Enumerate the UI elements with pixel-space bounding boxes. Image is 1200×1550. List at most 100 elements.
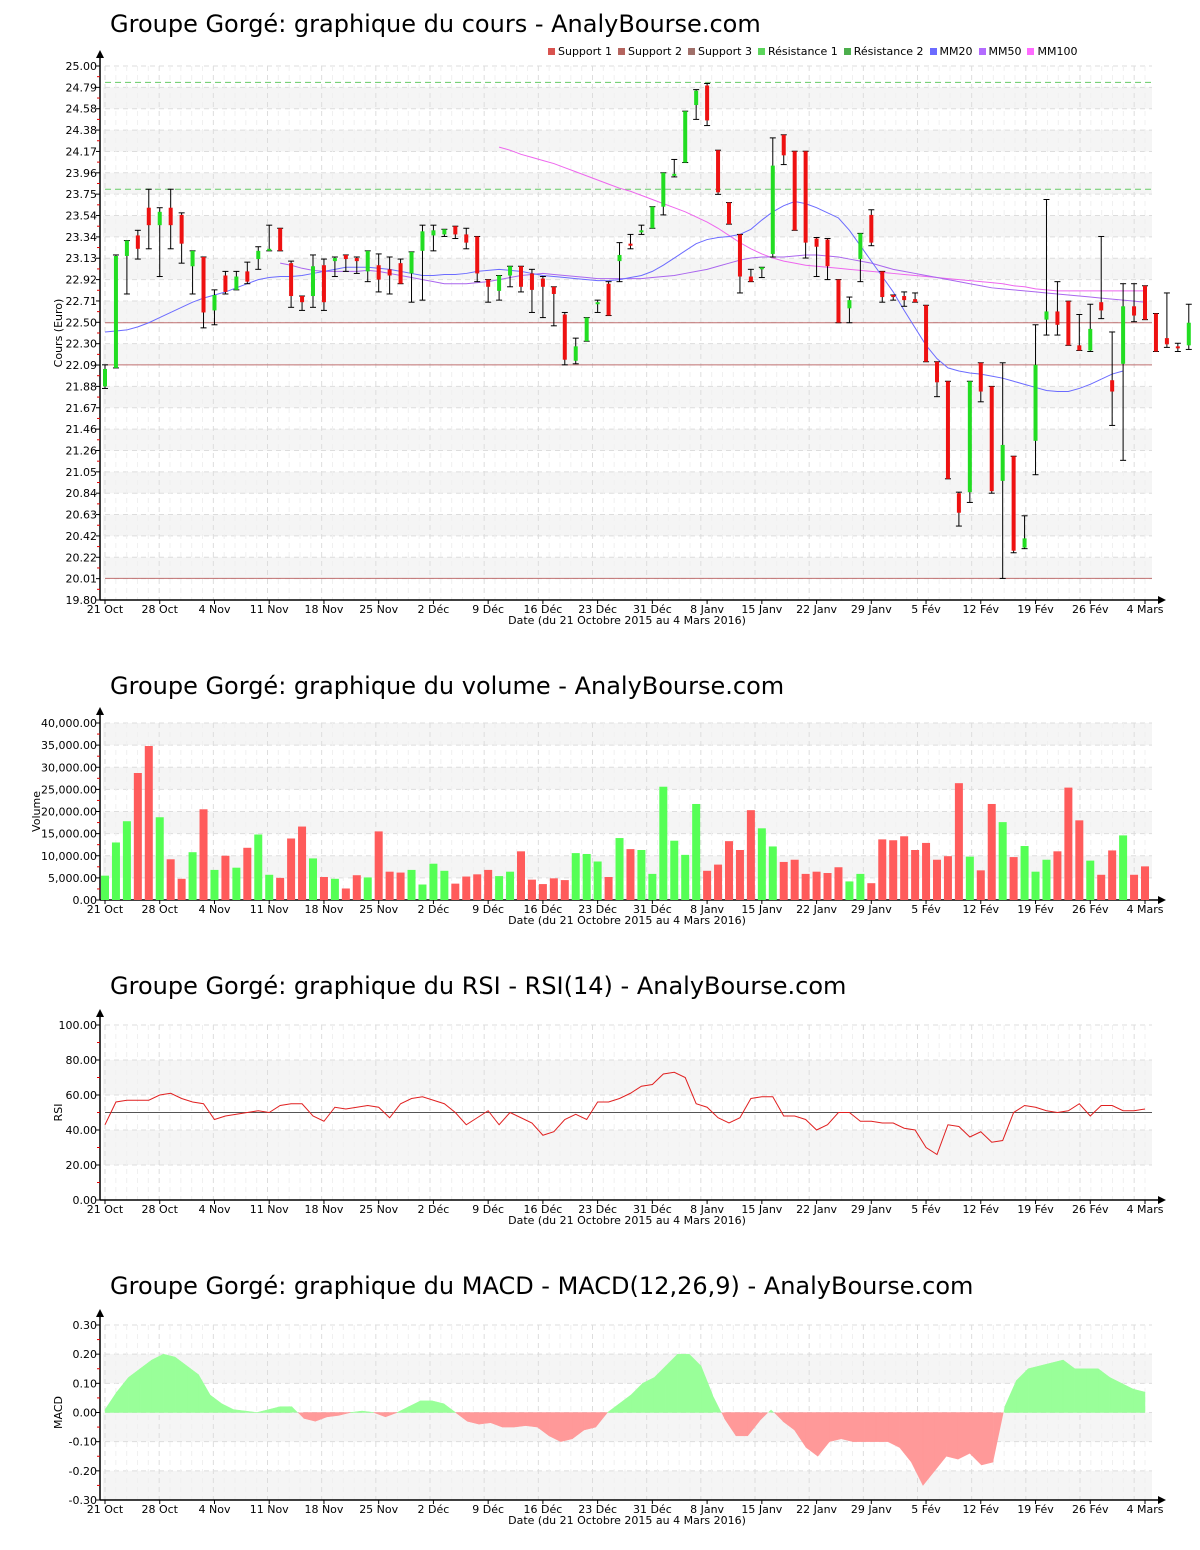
candle <box>562 314 567 360</box>
svg-text:22.50: 22.50 <box>66 316 98 329</box>
svg-text:2 Déc: 2 Déc <box>418 903 450 916</box>
macd-chart-title: Groupe Gorgé: graphique du MACD - MACD(1… <box>110 1272 974 1300</box>
candle <box>409 251 414 274</box>
volume-bar <box>122 821 131 900</box>
svg-text:15 Janv: 15 Janv <box>741 1503 782 1516</box>
candle <box>858 233 863 260</box>
volume-bar <box>440 870 449 900</box>
candle <box>606 283 611 316</box>
svg-text:20.42: 20.42 <box>66 530 98 543</box>
legend-label: Résistance 1 <box>767 45 838 58</box>
svg-text:26 Fév: 26 Fév <box>1072 603 1109 616</box>
svg-text:15 Janv: 15 Janv <box>741 603 782 616</box>
legend-swatch-icon <box>757 48 765 55</box>
candle <box>1033 364 1038 441</box>
volume-bar <box>506 871 515 900</box>
candle <box>113 255 118 368</box>
volume-bar <box>177 878 186 900</box>
svg-text:29 Janv: 29 Janv <box>851 603 892 616</box>
candle <box>869 214 874 243</box>
volume-bar <box>670 840 679 900</box>
volume-bar <box>834 867 843 900</box>
svg-text:31 Déc: 31 Déc <box>633 1203 672 1216</box>
volume-bar <box>1031 871 1040 900</box>
svg-text:23.75: 23.75 <box>66 188 98 201</box>
volume-bar <box>374 831 383 900</box>
volume-bar <box>1075 820 1084 900</box>
volume-bar <box>823 873 832 900</box>
candle <box>398 263 403 284</box>
candle <box>891 295 896 298</box>
svg-text:4 Nov: 4 Nov <box>198 1503 230 1516</box>
volume-bar <box>166 859 175 900</box>
volume-bar <box>265 874 274 900</box>
candle <box>1055 311 1060 325</box>
svg-text:12 Fév: 12 Fév <box>963 903 1000 916</box>
volume-bar <box>484 869 493 900</box>
candle <box>716 150 721 193</box>
volume-bar <box>527 879 536 900</box>
volume-bar <box>429 863 438 900</box>
candle <box>376 265 381 280</box>
candle <box>1000 444 1005 481</box>
svg-text:20.84: 20.84 <box>66 487 98 500</box>
svg-text:4 Mars: 4 Mars <box>1127 903 1164 916</box>
svg-text:Volume: Volume <box>30 791 43 832</box>
candle <box>759 267 764 270</box>
volume-bar <box>582 853 591 900</box>
volume-bar <box>243 847 252 900</box>
legend-swatch-icon <box>843 48 851 55</box>
volume-bar <box>1042 859 1051 900</box>
volume-bar <box>790 859 799 900</box>
legend-label: Support 3 <box>697 45 752 58</box>
svg-text:8 Janv: 8 Janv <box>690 1503 724 1516</box>
svg-text:19 Fév: 19 Fév <box>1017 903 1054 916</box>
volume-bar <box>1086 860 1095 900</box>
svg-text:4 Mars: 4 Mars <box>1127 1503 1164 1516</box>
candle <box>967 381 972 493</box>
svg-text:18 Nov: 18 Nov <box>304 603 343 616</box>
legend-label: Support 1 <box>558 45 612 58</box>
svg-text:15 Janv: 15 Janv <box>741 903 782 916</box>
svg-text:25 Nov: 25 Nov <box>359 1203 398 1216</box>
svg-text:26 Fév: 26 Fév <box>1072 1203 1109 1216</box>
svg-text:15,000.00: 15,000.00 <box>41 828 97 841</box>
candle <box>431 230 436 236</box>
svg-text:29 Janv: 29 Janv <box>851 903 892 916</box>
svg-text:5,000.00: 5,000.00 <box>48 872 97 885</box>
volume-bar <box>648 873 657 900</box>
svg-text:23.34: 23.34 <box>66 231 98 244</box>
legend-label: Support 2 <box>627 45 682 58</box>
svg-text:25 Nov: 25 Nov <box>359 1503 398 1516</box>
svg-text:18 Nov: 18 Nov <box>304 903 343 916</box>
svg-text:60.00: 60.00 <box>66 1089 98 1102</box>
svg-text:21.26: 21.26 <box>66 444 98 457</box>
candle <box>683 111 688 163</box>
svg-text:16 Déc: 16 Déc <box>524 903 563 916</box>
svg-text:21.05: 21.05 <box>66 466 98 479</box>
candle <box>913 299 918 303</box>
svg-text:Date (du 21 Octobre 2015 au 4: Date (du 21 Octobre 2015 au 4 Mars 2016) <box>508 914 746 927</box>
candle <box>935 361 939 383</box>
candle <box>672 173 677 176</box>
candle <box>1153 313 1158 352</box>
candle <box>956 493 961 513</box>
legend-item: Support 1 <box>548 45 612 58</box>
candle <box>168 207 173 226</box>
candle <box>639 230 644 233</box>
svg-text:16 Déc: 16 Déc <box>524 1203 563 1216</box>
legend-swatch-icon <box>548 48 555 55</box>
svg-text:31 Déc: 31 Déc <box>633 603 672 616</box>
svg-text:25 Nov: 25 Nov <box>359 603 398 616</box>
volume-bar <box>1064 787 1073 900</box>
candle <box>1011 456 1016 551</box>
svg-text:12 Fév: 12 Fév <box>963 603 1000 616</box>
candle <box>486 279 491 287</box>
svg-text:21 Oct: 21 Oct <box>87 603 124 616</box>
volume-bar <box>922 842 931 900</box>
svg-text:25.00: 25.00 <box>66 60 98 73</box>
volume-bar <box>856 873 865 900</box>
svg-text:18 Nov: 18 Nov <box>304 1203 343 1216</box>
candle <box>847 300 852 309</box>
volume-bar <box>626 849 635 900</box>
